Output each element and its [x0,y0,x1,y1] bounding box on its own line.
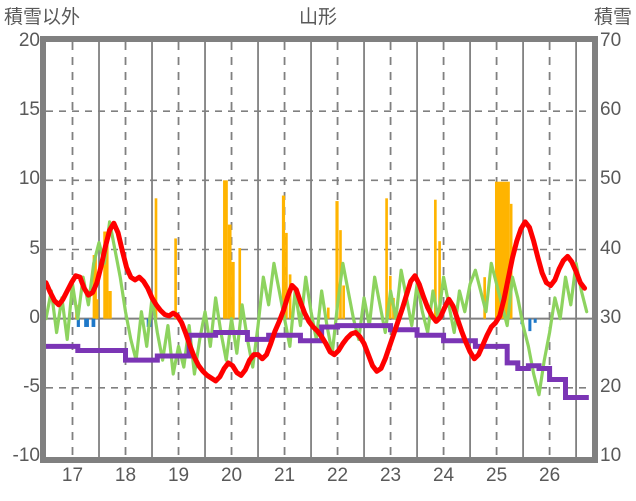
precip-bar [108,291,112,319]
x-tick-17: 17 [61,465,84,486]
precip-bar [326,307,330,319]
precip-bar [483,277,486,319]
snowfall-marker [533,318,537,323]
x-tick-21: 21 [273,465,296,486]
left-axis-caption: 積雪以外 [4,7,81,28]
right-tick-10: 10 [600,445,622,466]
precip-bar [223,180,228,319]
right-tick-40: 40 [600,237,622,259]
snowfall-marker [84,318,89,327]
left-tick-5: 5 [29,237,40,259]
precip-bar [227,224,232,319]
left-tick-10: 10 [18,168,40,190]
x-tick-24: 24 [432,465,455,486]
left-tick--5: -5 [23,375,40,397]
precip-bar [95,299,99,319]
x-tick-19: 19 [167,465,190,486]
right-tick-50: 50 [600,168,622,190]
right-tick-70: 70 [600,30,622,51]
plot-frame [40,36,598,463]
precip-bar [385,198,388,319]
left-tick-0: 0 [29,306,40,328]
x-tick-25: 25 [486,465,508,486]
right-tick-60: 60 [600,99,622,121]
precip-bar [154,198,158,319]
snow-depth-line [46,323,589,401]
x-tick-26: 26 [539,465,561,486]
chart-title: 山形 [298,7,337,28]
precip-bar [342,285,345,319]
right-tick-30: 30 [600,306,622,328]
x-tick-23: 23 [379,465,402,486]
chart-svg [46,42,592,457]
precip-bar [438,241,441,319]
x-tick-22: 22 [326,465,349,486]
left-tick-15: 15 [18,99,40,121]
right-tick-20: 20 [600,375,622,397]
precip-bar [174,238,177,319]
x-tick-20: 20 [220,465,243,486]
precip-bar [103,231,109,319]
x-tick-18: 18 [114,465,137,486]
precip-bar [335,201,339,319]
plot-area [46,42,592,457]
precip-bar [281,195,286,319]
left-tick--10: -10 [12,445,40,466]
snowfall-marker [91,318,96,327]
precip-bar [231,261,235,319]
temperature-line [46,219,588,384]
snowfall-marker [76,318,80,327]
precip-bar [238,248,242,319]
precip-bar [285,232,288,319]
snowfall-marker [528,318,532,332]
right-axis-caption: 積雪 [593,7,632,28]
precip-bar [434,199,437,319]
left-tick-20: 20 [18,30,40,51]
